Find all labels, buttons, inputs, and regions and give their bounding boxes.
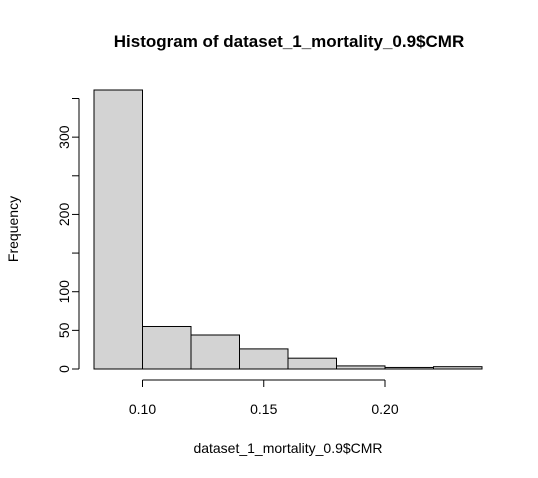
y-tick-label-1: 0 [56,365,72,373]
y-tick-label-5: 200 [56,203,72,227]
y-axis: 0 50 100 200 300 [56,98,80,373]
histogram-bar-2 [142,325,192,370]
histogram-bar-5 [287,357,337,370]
y-axis-label: Frequency [5,196,21,262]
histogram-bar-4 [239,348,289,370]
bars-layer [93,89,483,370]
histogram-bar-8 [433,366,483,370]
histogram-bar-1 [93,89,143,370]
y-tick-label-2: 50 [56,322,72,338]
x-axis: 0.10 0.15 0.20 [129,379,399,417]
histogram-bar-7 [384,366,434,370]
x-tick-label-3: 0.20 [371,401,398,417]
chart-title: Histogram of dataset_1_mortality_0.9$CMR [114,32,465,51]
y-tick-label-3: 100 [56,280,72,304]
histogram-bar-6 [336,365,386,370]
x-axis-label: dataset_1_mortality_0.9$CMR [193,440,382,456]
histogram-bar-3 [190,334,240,370]
x-tick-label-2: 0.15 [250,401,277,417]
x-tick-label-1: 0.10 [129,401,156,417]
y-tick-label-7: 300 [56,125,72,149]
